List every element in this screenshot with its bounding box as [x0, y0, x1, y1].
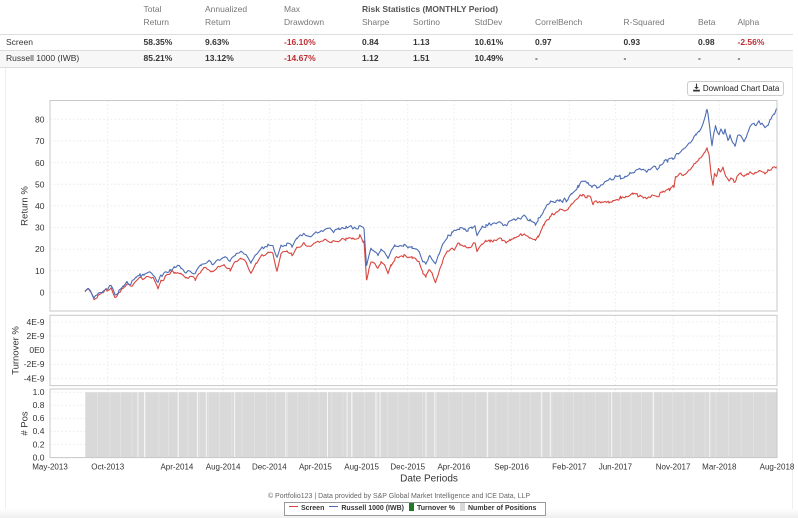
- svg-text:0.8: 0.8: [33, 400, 45, 410]
- svg-text:Date Periods: Date Periods: [400, 474, 458, 485]
- svg-text:40: 40: [35, 201, 45, 211]
- svg-text:Turnover %: Turnover %: [11, 326, 22, 375]
- svg-text:20: 20: [35, 244, 45, 254]
- svg-text:4E-9: 4E-9: [27, 317, 45, 327]
- svg-text:0.2: 0.2: [33, 439, 45, 449]
- svg-text:2E-9: 2E-9: [27, 331, 45, 341]
- svg-text:0.6: 0.6: [33, 413, 45, 423]
- svg-text:Return %: Return %: [20, 186, 31, 226]
- svg-text:Dec-2015: Dec-2015: [390, 463, 425, 472]
- svg-text:1.0: 1.0: [33, 387, 45, 397]
- svg-text:60: 60: [35, 158, 45, 168]
- svg-text:Jun-2017: Jun-2017: [599, 463, 633, 472]
- svg-text:Aug-2015: Aug-2015: [344, 463, 379, 472]
- svg-text:Apr-2014: Apr-2014: [160, 463, 193, 472]
- svg-text:Sep-2016: Sep-2016: [494, 463, 529, 472]
- svg-text:30: 30: [35, 223, 45, 233]
- svg-text:-2E-9: -2E-9: [24, 359, 45, 369]
- svg-text:Nov-2017: Nov-2017: [656, 463, 691, 472]
- svg-text:70: 70: [35, 136, 45, 146]
- svg-text:Apr-2015: Apr-2015: [299, 463, 332, 472]
- svg-text:0.0: 0.0: [33, 452, 45, 462]
- svg-text:Feb-2017: Feb-2017: [552, 463, 587, 472]
- svg-text:Mar-2018: Mar-2018: [702, 463, 737, 472]
- svg-text:0E0: 0E0: [29, 345, 44, 355]
- svg-text:May-2013: May-2013: [32, 463, 68, 472]
- svg-text:# Pos: # Pos: [20, 411, 31, 436]
- svg-text:Aug-2018: Aug-2018: [760, 463, 795, 472]
- svg-text:0.4: 0.4: [33, 426, 45, 436]
- svg-text:-4E-9: -4E-9: [24, 373, 45, 383]
- svg-text:50: 50: [35, 179, 45, 189]
- svg-text:Aug-2014: Aug-2014: [206, 463, 241, 472]
- svg-text:Oct-2013: Oct-2013: [91, 463, 124, 472]
- svg-text:0: 0: [40, 288, 45, 298]
- svg-text:10: 10: [35, 266, 45, 276]
- svg-text:80: 80: [35, 115, 45, 125]
- svg-text:Apr-2016: Apr-2016: [437, 463, 470, 472]
- svg-text:Dec-2014: Dec-2014: [252, 463, 287, 472]
